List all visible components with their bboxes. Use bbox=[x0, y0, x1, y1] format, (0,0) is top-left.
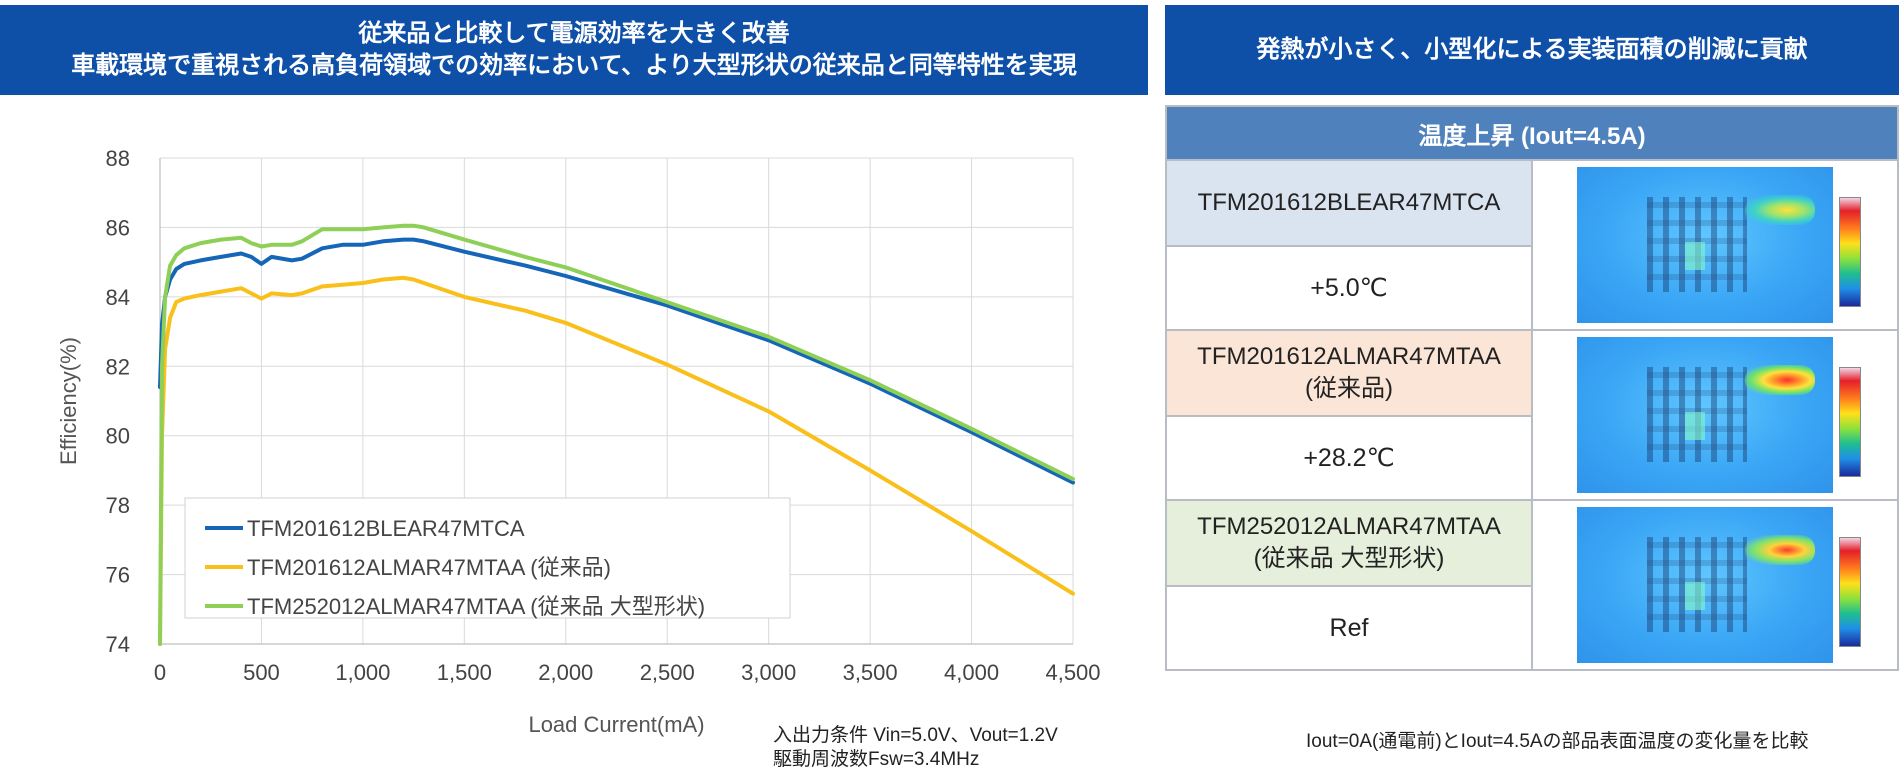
model-name: TFM201612BLEAR47MTCA bbox=[1197, 189, 1501, 216]
x-tick-label: 0 bbox=[154, 660, 166, 685]
y-tick-label: 88 bbox=[106, 146, 130, 171]
left-banner-line1: 従来品と比較して電源効率を大きく改善 bbox=[358, 20, 790, 47]
thermal-image-cell bbox=[1531, 159, 1899, 331]
series-line-2 bbox=[158, 275, 1075, 646]
thermal-image-cell bbox=[1531, 499, 1899, 671]
temperature-value: Ref bbox=[1165, 585, 1533, 671]
x-tick-label: 1,500 bbox=[437, 660, 492, 685]
right-banner-text: 発熱が小さく、小型化による実装面積の削減に貢献 bbox=[1256, 36, 1808, 63]
model-name: TFM252012ALMAR47MTAA bbox=[1197, 513, 1501, 540]
thermal-color-scale bbox=[1839, 197, 1861, 307]
chart-tick-labels: 74 76 78 80 82 84 86 88 0 500 1,000 1,500 2,000 2,500… bbox=[106, 146, 1101, 685]
legend-label: TFM201612ALMAR47MTAA (従来品) bbox=[247, 555, 611, 580]
chart-axes: Load Current(mA) Efficiency(%) bbox=[56, 158, 1073, 737]
model-cell: TFM201612ALMAR47MTAA (従来品) bbox=[1165, 329, 1533, 417]
x-tick-label: 3,500 bbox=[843, 660, 898, 685]
model-cell: TFM252012ALMAR47MTAA (従来品 大型形状) bbox=[1165, 499, 1533, 587]
temperature-footnote: Iout=0A(通電前)とIout=4.5Aの部品表面温度の変化量を比較 bbox=[1306, 731, 1809, 752]
temperature-value: +28.2℃ bbox=[1165, 415, 1533, 501]
x-tick-label: 3,000 bbox=[741, 660, 796, 685]
x-tick-label: 4,000 bbox=[944, 660, 999, 685]
conditions-line2: 駆動周波数Fsw=3.4MHz bbox=[773, 749, 980, 770]
thermal-image-cell bbox=[1531, 329, 1899, 501]
x-axis-label: Load Current(mA) bbox=[528, 712, 704, 737]
model-note: (従来品 大型形状) bbox=[1253, 545, 1445, 572]
temperature-rise-table: 温度上昇 (Iout=4.5A) TFM201612BLEAR47MTCA +5… bbox=[1165, 105, 1899, 671]
model-cell: TFM201612BLEAR47MTCA bbox=[1165, 159, 1533, 247]
x-tick-label: 1,000 bbox=[335, 660, 390, 685]
thermal-image bbox=[1577, 507, 1833, 663]
efficiency-chart: Load Current(mA) Efficiency(%) 74 76 78 80 82… bbox=[56, 146, 1101, 737]
model-note: (従来品) bbox=[1305, 375, 1393, 402]
x-tick-label: 4,500 bbox=[1045, 660, 1100, 685]
thermal-color-scale bbox=[1839, 367, 1861, 477]
y-tick-label: 86 bbox=[106, 215, 130, 240]
y-tick-label: 82 bbox=[106, 354, 130, 379]
chart-legend: TFM201612BLEAR47MTCA TFM201612ALMAR47MTAA… bbox=[184, 497, 791, 619]
measurement-conditions: 入出力条件 Vin=5.0V、Vout=1.2V 駆動周波数Fsw=3.4MHz bbox=[773, 724, 1058, 772]
left-banner-line2: 車載環境で重視される高負荷領域での効率において、より大型形状の従来品と同等特性を… bbox=[71, 52, 1077, 79]
thermal-image bbox=[1577, 337, 1833, 493]
model-name: TFM201612ALMAR47MTAA bbox=[1197, 343, 1501, 370]
x-tick-label: 2,000 bbox=[538, 660, 593, 685]
y-tick-label: 74 bbox=[106, 632, 130, 657]
legend-label: TFM252012ALMAR47MTAA (従来品 大型形状) bbox=[247, 594, 705, 619]
temperature-table-header: 温度上昇 (Iout=4.5A) bbox=[1165, 105, 1899, 161]
y-tick-label: 78 bbox=[106, 493, 130, 518]
chart-series bbox=[158, 223, 1075, 646]
y-tick-label: 84 bbox=[106, 285, 130, 310]
y-tick-label: 76 bbox=[106, 563, 130, 588]
x-tick-label: 2,500 bbox=[640, 660, 695, 685]
right-banner: 発熱が小さく、小型化による実装面積の削減に貢献 bbox=[1165, 5, 1899, 95]
left-banner: 従来品と比較して電源効率を大きく改善 車載環境で重視される高負荷領域での効率にお… bbox=[0, 5, 1148, 95]
series-line-3 bbox=[158, 223, 1075, 646]
series-line-1 bbox=[158, 237, 1075, 485]
x-tick-label: 500 bbox=[243, 660, 280, 685]
legend-box bbox=[184, 497, 791, 619]
y-tick-label: 80 bbox=[106, 424, 130, 449]
thermal-color-scale bbox=[1839, 537, 1861, 647]
conditions-line1: 入出力条件 Vin=5.0V、Vout=1.2V bbox=[773, 725, 1058, 746]
y-axis-label: Efficiency(%) bbox=[56, 337, 81, 465]
temperature-value: +5.0℃ bbox=[1165, 245, 1533, 331]
thermal-image bbox=[1577, 167, 1833, 323]
legend-label: TFM201612BLEAR47MTCA bbox=[247, 516, 525, 541]
